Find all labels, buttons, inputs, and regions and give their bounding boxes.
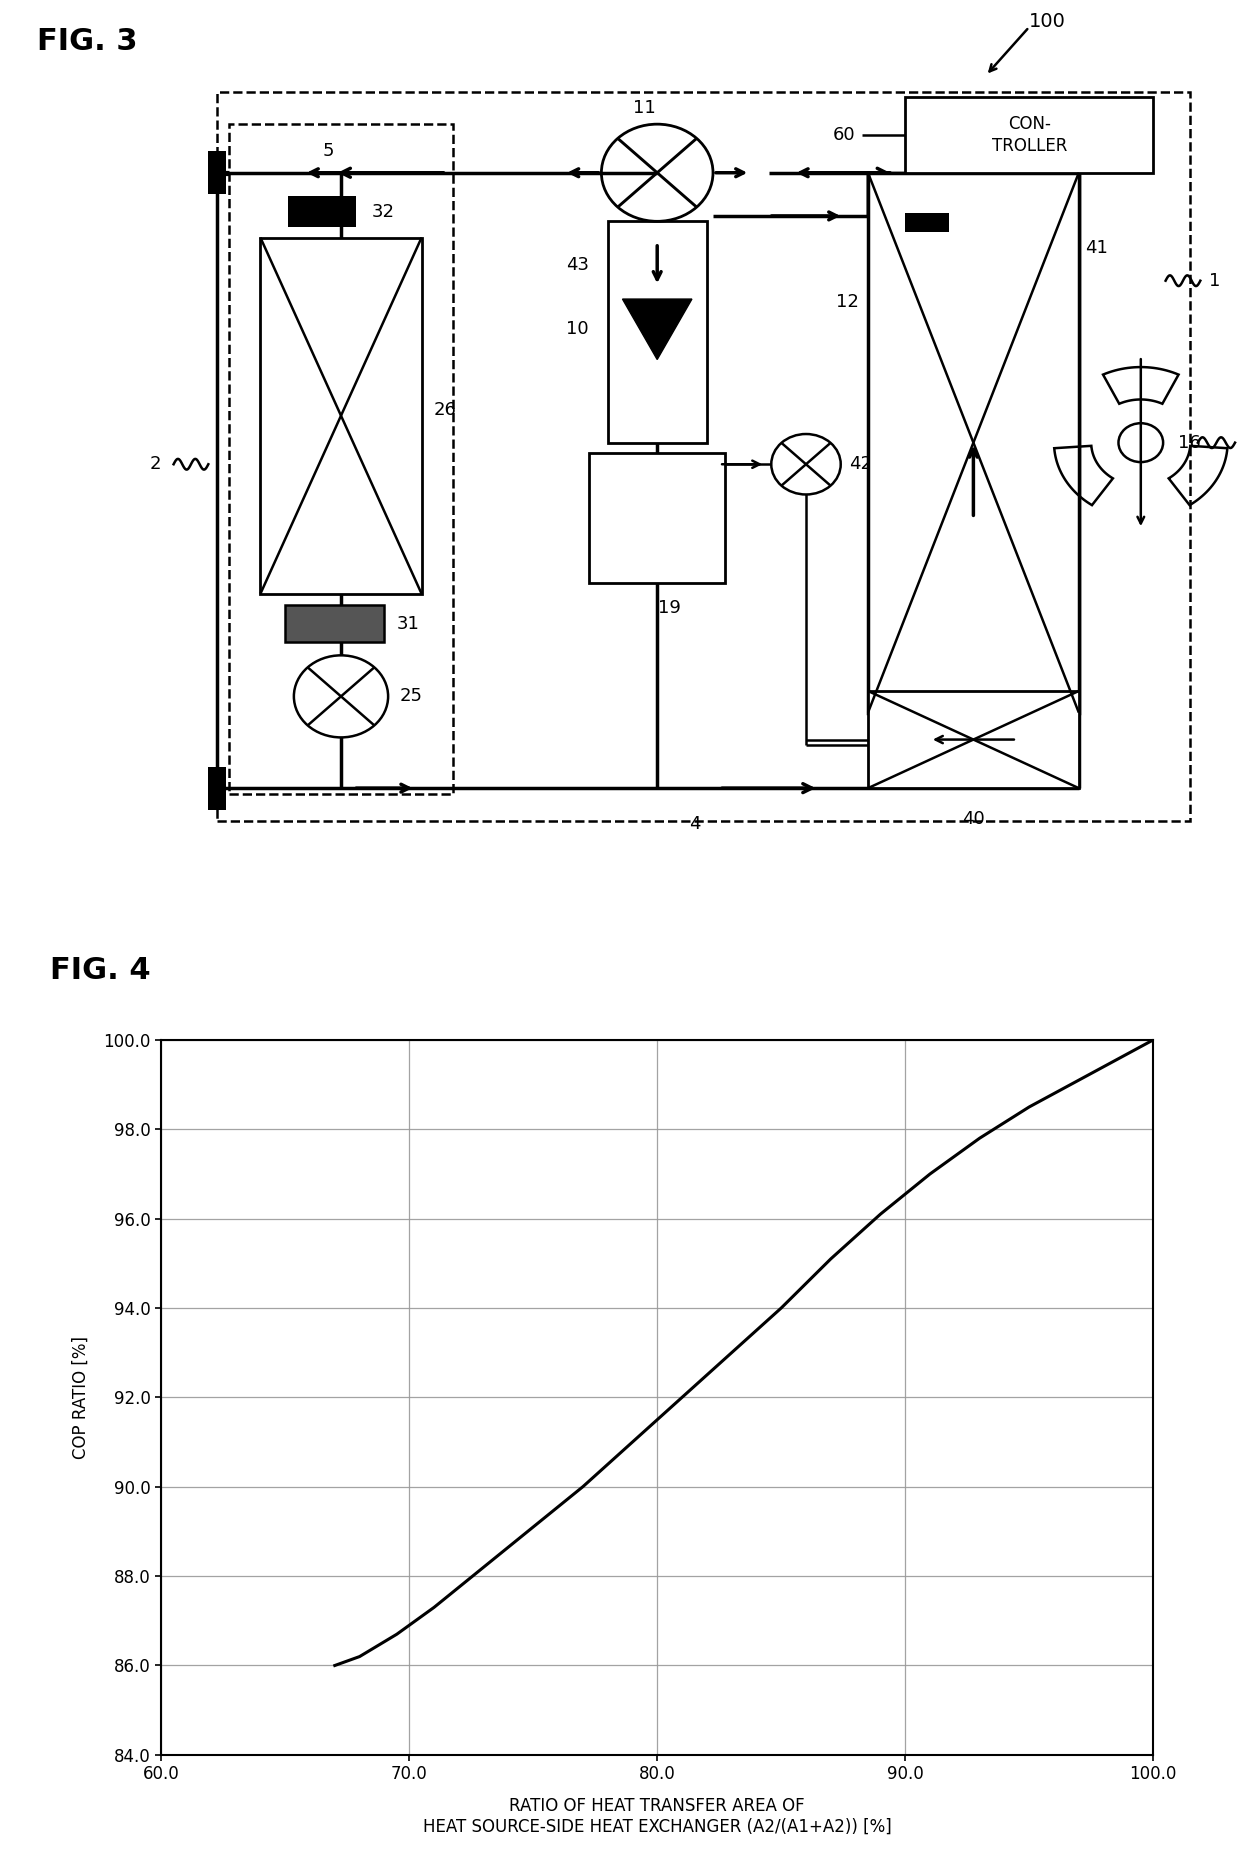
Text: FIG. 3: FIG. 3 xyxy=(37,28,138,56)
Text: 100: 100 xyxy=(1029,13,1066,32)
Text: 5: 5 xyxy=(322,143,335,160)
Text: 25: 25 xyxy=(399,687,423,706)
Bar xyxy=(288,197,356,227)
Text: 26: 26 xyxy=(434,401,456,420)
Bar xyxy=(208,767,226,810)
Text: 32: 32 xyxy=(372,202,396,221)
Text: 1: 1 xyxy=(1209,271,1220,290)
Text: 10: 10 xyxy=(567,319,589,338)
X-axis label: RATIO OF HEAT TRANSFER AREA OF
HEAT SOURCE-SIDE HEAT EXCHANGER (A2/(A1+A2)) [%]: RATIO OF HEAT TRANSFER AREA OF HEAT SOUR… xyxy=(423,1798,892,1837)
Bar xyxy=(868,173,1079,713)
Text: 41: 41 xyxy=(1085,240,1107,258)
Bar xyxy=(208,150,226,195)
Bar xyxy=(260,238,422,594)
Text: 40: 40 xyxy=(962,810,985,828)
Bar xyxy=(217,91,1190,821)
Text: FIG. 4: FIG. 4 xyxy=(50,956,150,986)
Text: 11: 11 xyxy=(634,98,656,117)
Text: 31: 31 xyxy=(397,615,419,633)
Bar xyxy=(285,605,384,643)
Text: 42: 42 xyxy=(849,455,873,474)
Bar xyxy=(229,124,453,793)
Text: 12: 12 xyxy=(837,293,859,312)
Y-axis label: COP RATIO [%]: COP RATIO [%] xyxy=(72,1335,89,1460)
Text: 46: 46 xyxy=(967,215,990,232)
Text: 43: 43 xyxy=(565,256,589,273)
Text: 60: 60 xyxy=(833,126,856,145)
Bar xyxy=(589,453,725,583)
Text: 2: 2 xyxy=(150,455,161,474)
Text: 16: 16 xyxy=(1178,435,1200,451)
Bar xyxy=(905,97,1153,173)
Text: CON-
TROLLER: CON- TROLLER xyxy=(992,115,1066,154)
Bar xyxy=(905,214,949,232)
Text: 19: 19 xyxy=(658,600,681,617)
Text: 4: 4 xyxy=(688,815,701,834)
Bar xyxy=(868,691,1079,787)
Polygon shape xyxy=(622,299,692,360)
Bar xyxy=(608,221,707,442)
